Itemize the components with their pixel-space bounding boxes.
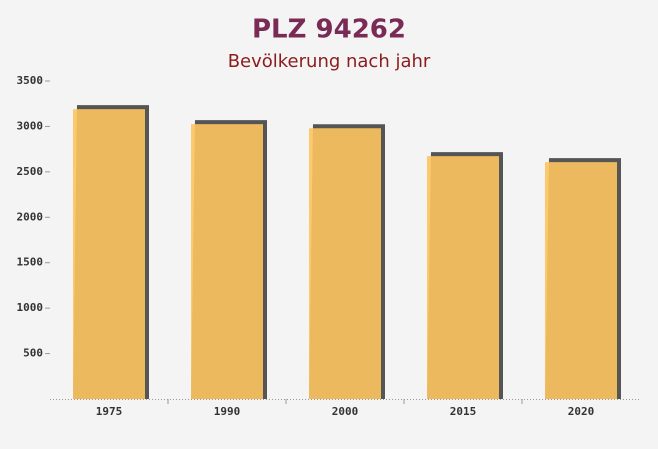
bar [309, 128, 381, 399]
x-tick-label: 1990 [214, 405, 241, 418]
y-tick-label: 3000 [17, 119, 44, 132]
bar [427, 156, 499, 399]
y-tick-label: 1000 [17, 301, 44, 314]
chart-subtitle: Bevölkerung nach jahr [228, 51, 431, 72]
y-tick-label: 3500 [17, 74, 44, 87]
x-tick-label: 2015 [450, 405, 477, 418]
x-tick-label: 1975 [96, 405, 123, 418]
bar [191, 124, 263, 400]
y-tick-label: 2000 [17, 210, 44, 223]
y-tick-label: 2500 [17, 165, 44, 178]
bar [73, 109, 145, 399]
x-tick-label: 2000 [332, 405, 359, 418]
chart-title: PLZ 94262 [252, 15, 406, 45]
y-tick-label: 500 [23, 347, 43, 360]
bar [545, 162, 617, 399]
x-tick-label: 2020 [568, 405, 595, 418]
y-tick-label: 1500 [17, 256, 44, 269]
